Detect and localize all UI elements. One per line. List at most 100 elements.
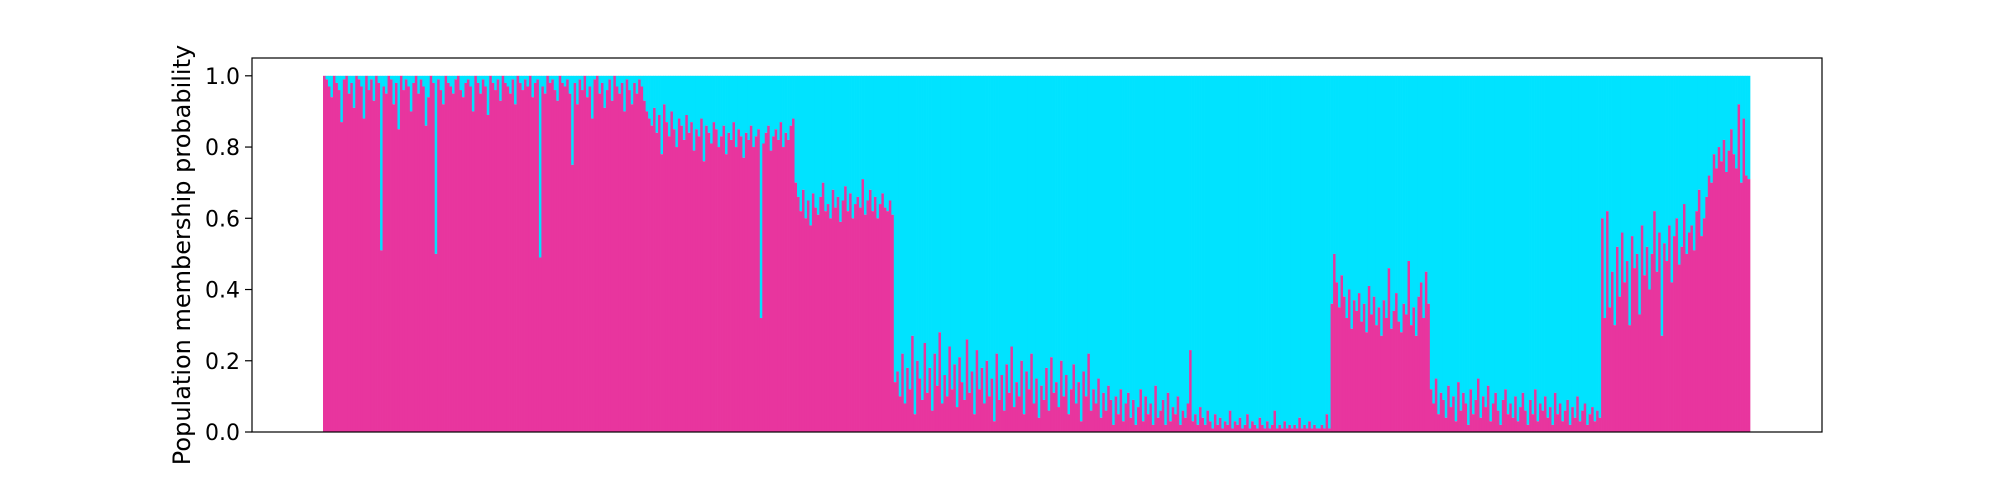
bar-cluster-1: [536, 79, 540, 433]
bar-cluster-2: [342, 75, 346, 80]
bar-cluster-1: [449, 86, 453, 432]
bar-cluster-2: [1536, 75, 1540, 422]
bar-cluster-2: [667, 75, 671, 137]
bar-cluster-2: [1268, 75, 1272, 429]
bar-cluster-1: [849, 193, 852, 432]
bar-cluster-1: [784, 132, 788, 433]
bar-cluster-1: [1722, 139, 1726, 433]
bar-cluster-2: [799, 75, 803, 212]
bar-cluster-1: [1288, 424, 1292, 432]
bar-cluster-2: [370, 75, 373, 80]
bar-cluster-2: [1452, 75, 1456, 397]
bar-cluster-1: [1313, 424, 1317, 432]
bar-cluster-1: [1648, 289, 1652, 432]
bar-cluster-2: [1308, 75, 1312, 422]
bar-cluster-1: [387, 75, 391, 432]
bar-cluster-1: [1539, 403, 1542, 432]
bar-cluster-1: [1196, 424, 1200, 432]
bar-cluster-2: [1015, 75, 1019, 383]
bar-cluster-2: [1328, 75, 1331, 429]
bar-cluster-2: [573, 75, 577, 83]
bar-cluster-1: [1055, 382, 1058, 432]
bar-cluster-1: [1598, 417, 1602, 432]
bar-cluster-1: [1717, 147, 1721, 433]
bar-cluster-1: [593, 79, 597, 433]
bar-cluster-2: [998, 75, 1001, 400]
bar-cluster-1: [1534, 389, 1537, 432]
bar-cluster-1: [988, 396, 991, 432]
bar-cluster-2: [1293, 75, 1297, 425]
bar-cluster-2: [1414, 75, 1418, 336]
bar-cluster-1: [484, 86, 488, 432]
bar-cluster-2: [1737, 75, 1741, 105]
bar-cluster-2: [1419, 75, 1423, 283]
bar-cluster-1: [1457, 382, 1460, 432]
bar-cluster-2: [491, 75, 495, 83]
bar-cluster-1: [1511, 417, 1515, 432]
bar-cluster-1: [734, 147, 738, 433]
bar-cluster-1: [499, 100, 503, 433]
bar-cluster-1: [1628, 325, 1632, 432]
bar-cluster-2: [593, 75, 597, 80]
bar-cluster-2: [1323, 75, 1326, 429]
bar-cluster-2: [335, 75, 339, 83]
bar-cluster-1: [1233, 421, 1237, 432]
bar-cluster-1: [608, 79, 612, 433]
bar-cluster-2: [784, 75, 788, 133]
bar-cluster-1: [1171, 407, 1175, 432]
bar-cluster-1: [769, 150, 773, 433]
bar-cluster-2: [658, 75, 661, 115]
bar-cluster-2: [767, 75, 771, 126]
bar-cluster-1: [1730, 129, 1733, 433]
bar-cluster-2: [1638, 75, 1642, 315]
bar-cluster-1: [1273, 410, 1277, 432]
bar-cluster-2: [452, 75, 455, 94]
bar-cluster-1: [792, 118, 795, 433]
bar-cluster-1: [1618, 296, 1622, 432]
bar-cluster-1: [1375, 325, 1379, 432]
bar-cluster-2: [603, 75, 607, 108]
bar-cluster-1: [1548, 407, 1552, 432]
bar-cluster-1: [1345, 318, 1349, 432]
bar-cluster-2: [1092, 75, 1096, 390]
bar-cluster-2: [1104, 75, 1108, 411]
bar-cluster-1: [1179, 424, 1183, 432]
bar-cluster-2: [1474, 75, 1478, 400]
bar-cluster-1: [496, 79, 500, 433]
bar-cluster-1: [1035, 378, 1039, 432]
bar-cluster-2: [1099, 75, 1103, 418]
bar-cluster-2: [1141, 75, 1145, 422]
bar-cluster-1: [1556, 414, 1560, 432]
bar-cluster-1: [1454, 421, 1458, 432]
bar-cluster-2: [1112, 75, 1116, 425]
bar-cluster-1: [1524, 410, 1527, 432]
bar-cluster-2: [1623, 75, 1627, 283]
bar-cluster-1: [1022, 414, 1026, 432]
bar-cluster-1: [1333, 253, 1336, 432]
bar-cluster-2: [710, 75, 713, 144]
bar-cluster-1: [434, 253, 438, 432]
bar-cluster-2: [1511, 75, 1515, 418]
bar-cluster-2: [1655, 75, 1659, 272]
bar-cluster-1: [558, 75, 562, 432]
bar-cluster-2: [1181, 75, 1185, 411]
bar-cluster-2: [777, 75, 780, 140]
bar-cluster-1: [797, 196, 800, 432]
bar-cluster-1: [407, 86, 411, 432]
bar-cluster-1: [531, 97, 535, 433]
bar-cluster-1: [854, 204, 857, 432]
bar-cluster-1: [1665, 261, 1669, 432]
bar-cluster-2: [618, 75, 622, 94]
bar-cluster-1: [600, 82, 604, 433]
bar-cluster-1: [747, 139, 751, 433]
bar-cluster-1: [1144, 396, 1148, 432]
bar-cluster-1: [471, 111, 475, 433]
bar-cluster-2: [739, 75, 743, 137]
bar-cluster-1: [1625, 261, 1629, 432]
bar-cluster-1: [1442, 399, 1446, 432]
bar-cluster-2: [1074, 75, 1078, 404]
bar-cluster-1: [1137, 407, 1140, 432]
bar-cluster-2: [1278, 75, 1282, 425]
bar-cluster-2: [888, 75, 892, 201]
bar-cluster-2: [1439, 75, 1443, 393]
